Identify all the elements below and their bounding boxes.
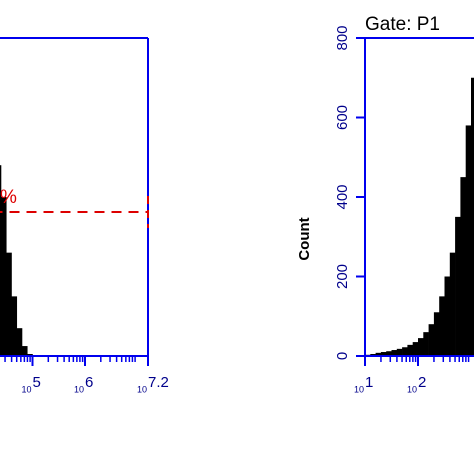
y-axis-label: Count [296, 217, 313, 260]
panel: 10 5 10 6 10 7.2% [0, 37, 169, 394]
histogram-bar [460, 177, 466, 356]
y-tick-label: 0 [334, 352, 351, 360]
histogram-bar [0, 165, 2, 356]
histogram-bar [407, 344, 413, 356]
histogram-bar [386, 351, 392, 356]
x-tick-label: 1 [365, 374, 373, 391]
histogram-bar [380, 352, 387, 356]
histogram-bar [16, 328, 23, 356]
y-tick-label: 400 [334, 184, 351, 209]
y-tick-label: 600 [334, 105, 351, 130]
x-tick-base: 10 [407, 384, 417, 394]
histogram-bar [22, 346, 28, 356]
histogram-bar [439, 296, 445, 356]
histogram-bar [1, 197, 7, 356]
histogram-bar [391, 350, 398, 356]
histogram-bar [449, 252, 456, 356]
x-tick-base: 10 [21, 384, 31, 394]
chart-title: Gate: P1 [365, 14, 440, 35]
histogram-bar [433, 312, 440, 356]
histogram-bar [6, 252, 12, 356]
x-tick-base: 10 [137, 384, 147, 394]
gate-label: % [0, 187, 17, 208]
y-tick-label: 200 [334, 264, 351, 289]
y-tick-label: 800 [334, 25, 351, 50]
histogram-bar [444, 276, 451, 356]
histogram-bar [465, 125, 472, 356]
histogram-bar [471, 77, 474, 356]
x-tick-label: 2 [418, 374, 426, 391]
histogram-bar [402, 347, 408, 356]
histogram-bar [11, 296, 18, 356]
x-tick-base: 10 [354, 384, 364, 394]
histogram-bar [428, 324, 435, 356]
histogram-bar [375, 352, 382, 356]
x-tick-label: 5 [33, 374, 41, 391]
histogram-bar [412, 342, 419, 356]
x-tick-base: 10 [74, 384, 84, 394]
x-tick-label: 6 [85, 374, 93, 391]
histogram-bar [455, 216, 461, 356]
histogram-bar [396, 348, 403, 356]
x-tick-label: 7.2 [148, 374, 169, 391]
histogram-bar [423, 332, 429, 356]
histogram-bar [418, 338, 424, 356]
